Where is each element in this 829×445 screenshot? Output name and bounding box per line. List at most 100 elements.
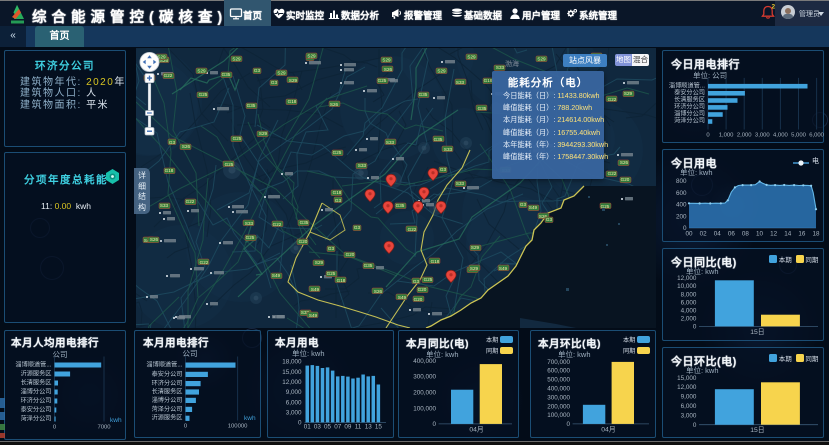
- svg-text:泰安分公司: 泰安分公司: [21, 405, 52, 413]
- svg-text:S49: S49: [272, 273, 281, 278]
- svg-text:6,000: 6,000: [286, 399, 302, 406]
- svg-text:G22: G22: [186, 199, 195, 204]
- svg-text:S29: S29: [470, 266, 479, 271]
- svg-text:G25: G25: [424, 277, 433, 282]
- svg-text:淄博分公司: 淄博分公司: [674, 110, 705, 118]
- svg-text:S33: S33: [301, 310, 310, 315]
- svg-text:09: 09: [344, 424, 352, 431]
- svg-text:G35: G35: [419, 92, 428, 97]
- svg-text:0: 0: [706, 133, 710, 139]
- svg-text:G20: G20: [346, 252, 355, 257]
- svg-text:S29: S29: [307, 53, 316, 58]
- svg-text:100,000: 100,000: [547, 412, 570, 419]
- svg-text:0: 0: [693, 422, 697, 429]
- svg-text:S49: S49: [499, 266, 508, 271]
- svg-text:18,000: 18,000: [282, 359, 302, 366]
- svg-text:G25: G25: [225, 162, 234, 167]
- svg-text:菏泽分公司: 菏泽分公司: [21, 414, 52, 422]
- svg-text:300,000: 300,000: [547, 394, 570, 401]
- svg-text:S26: S26: [620, 160, 629, 165]
- svg-text:G18: G18: [484, 78, 493, 83]
- svg-text:S49: S49: [311, 287, 320, 292]
- svg-text:400: 400: [676, 202, 687, 209]
- svg-text:G18: G18: [165, 168, 174, 173]
- svg-text:S29: S29: [197, 68, 206, 73]
- svg-text:kwh: kwh: [110, 417, 122, 424]
- svg-text:环济分公司: 环济分公司: [152, 379, 183, 387]
- svg-text:13: 13: [365, 424, 373, 431]
- svg-text:12,000: 12,000: [677, 275, 697, 282]
- svg-text:0: 0: [566, 421, 570, 428]
- svg-text:8,000: 8,000: [681, 291, 697, 298]
- svg-text:泰安分公司: 泰安分公司: [674, 88, 705, 96]
- svg-text:G20: G20: [621, 177, 630, 182]
- svg-text:G20: G20: [414, 297, 423, 302]
- svg-text:G22: G22: [200, 260, 209, 265]
- svg-text:4,000: 4,000: [681, 307, 697, 314]
- svg-text:2: 2: [772, 4, 776, 11]
- svg-text:S29: S29: [259, 131, 268, 136]
- svg-text:G25: G25: [246, 235, 255, 240]
- svg-text:3,000: 3,000: [681, 412, 697, 419]
- svg-text:15: 15: [375, 424, 383, 431]
- svg-text:400,000: 400,000: [547, 386, 570, 393]
- svg-text:G35: G35: [247, 103, 256, 108]
- svg-text:300,000: 300,000: [413, 374, 436, 381]
- svg-text:G35: G35: [364, 263, 373, 268]
- svg-text:G35: G35: [300, 220, 309, 225]
- svg-text:S26: S26: [160, 58, 169, 63]
- svg-text:S33: S33: [496, 65, 505, 70]
- svg-text:06: 06: [728, 231, 736, 238]
- svg-text:500,000: 500,000: [547, 377, 570, 384]
- svg-text:泰安分公司: 泰安分公司: [152, 370, 183, 378]
- svg-text:kwh: kwh: [244, 415, 256, 422]
- svg-text:12: 12: [770, 231, 778, 238]
- svg-text:S29: S29: [467, 54, 476, 59]
- svg-text:S26: S26: [374, 289, 383, 294]
- svg-text:G18: G18: [431, 259, 440, 264]
- svg-text:淄博顺道管...: 淄博顺道管...: [146, 361, 182, 369]
- svg-text:S29: S29: [232, 56, 241, 61]
- svg-text:18: 18: [812, 231, 820, 238]
- svg-text:15,000: 15,000: [282, 369, 302, 376]
- svg-text:0: 0: [53, 425, 57, 431]
- svg-text:G25: G25: [199, 92, 208, 97]
- svg-text:11: 11: [355, 424, 362, 431]
- svg-text:G22: G22: [164, 73, 173, 78]
- svg-text:0: 0: [693, 324, 697, 331]
- svg-text:G3: G3: [169, 140, 176, 145]
- svg-text:沂源服务区: 沂源服务区: [21, 369, 52, 377]
- svg-text:0: 0: [298, 420, 302, 427]
- svg-text:淄博分公司: 淄博分公司: [21, 387, 52, 395]
- svg-text:环济分公司: 环济分公司: [21, 396, 52, 404]
- svg-text:G3: G3: [335, 198, 342, 203]
- svg-text:S49: S49: [398, 295, 407, 300]
- svg-text:G20: G20: [418, 287, 427, 292]
- svg-text:环济分公司: 环济分公司: [674, 103, 705, 111]
- svg-text:淄博分公司: 淄博分公司: [152, 396, 183, 404]
- svg-text:G3: G3: [440, 167, 447, 172]
- svg-text:800: 800: [676, 178, 687, 185]
- svg-text:08: 08: [742, 231, 750, 238]
- svg-text:G22: G22: [608, 97, 617, 102]
- svg-text:6,000: 6,000: [809, 133, 824, 139]
- svg-text:G3: G3: [546, 217, 553, 222]
- svg-text:G18: G18: [337, 278, 346, 283]
- svg-text:G35: G35: [478, 106, 487, 111]
- svg-text:6,000: 6,000: [681, 299, 697, 306]
- svg-text:600: 600: [676, 190, 687, 197]
- svg-text:S33: S33: [358, 163, 367, 168]
- svg-text:12,000: 12,000: [677, 384, 697, 391]
- svg-text:淄博顺道管...: 淄博顺道管...: [669, 81, 705, 89]
- svg-text:G3: G3: [328, 246, 335, 251]
- svg-text:G3: G3: [520, 202, 527, 207]
- svg-text:2,000: 2,000: [681, 316, 697, 323]
- svg-text:100,000: 100,000: [413, 405, 436, 412]
- svg-text:10,000: 10,000: [677, 283, 697, 290]
- svg-text:S33: S33: [444, 147, 453, 152]
- svg-text:10: 10: [756, 231, 764, 238]
- svg-text:长清服务区: 长清服务区: [21, 378, 52, 386]
- svg-text:S29: S29: [624, 91, 633, 96]
- svg-text:G3: G3: [413, 279, 420, 284]
- svg-text:G20: G20: [299, 239, 308, 244]
